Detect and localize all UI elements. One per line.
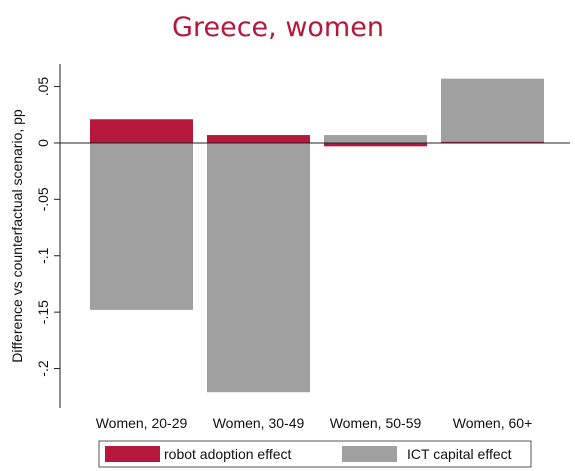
ict-capital-bar xyxy=(441,78,544,143)
y-tick-label: -.2 xyxy=(35,360,51,377)
y-tick-label: -.1 xyxy=(35,247,51,264)
y-tick-label: 0 xyxy=(35,139,51,147)
legend-label: robot adoption effect xyxy=(164,446,292,462)
robot-adoption-bar xyxy=(324,142,427,147)
robot-adoption-bar xyxy=(207,135,310,143)
legend-swatch xyxy=(342,446,397,462)
chart-title: Greece, women xyxy=(172,12,384,43)
legend-box xyxy=(98,440,532,468)
ict-capital-bar xyxy=(324,135,427,143)
ict-capital-bar xyxy=(90,142,193,310)
x-category-label: Women, 50-59 xyxy=(330,415,422,431)
legend-swatch xyxy=(105,446,160,462)
y-tick-label: -.15 xyxy=(35,300,51,324)
y-tick-label: -.05 xyxy=(35,187,51,211)
legend-label: ICT capital effect xyxy=(407,446,512,462)
ict-capital-bar xyxy=(207,142,310,393)
x-category-label: Women, 30-49 xyxy=(213,415,305,431)
y-axis-label: Difference vs counterfactual scenario, p… xyxy=(9,109,25,363)
robot-adoption-bar xyxy=(441,141,544,143)
x-category-label: Women, 20-29 xyxy=(96,415,188,431)
y-tick-label: .05 xyxy=(35,77,51,97)
robot-adoption-bar xyxy=(90,119,193,143)
x-category-label: Women, 60+ xyxy=(453,415,533,431)
